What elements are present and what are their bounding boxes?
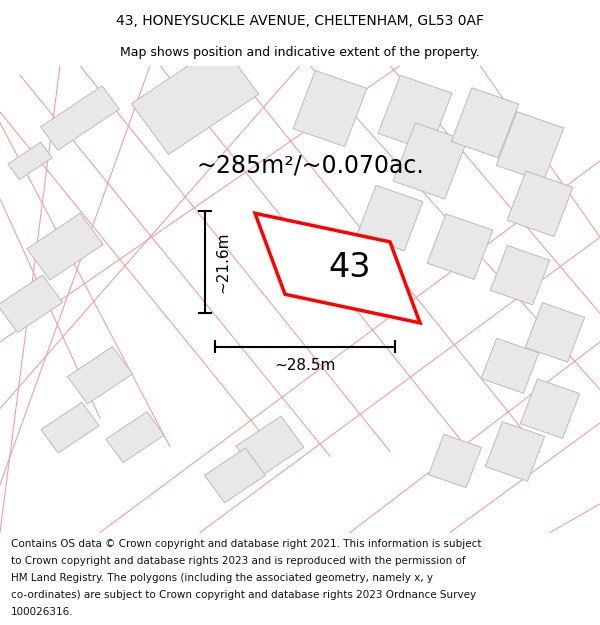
Polygon shape [507,171,573,236]
Text: Map shows position and indicative extent of the property.: Map shows position and indicative extent… [120,46,480,59]
Polygon shape [485,422,545,481]
Polygon shape [427,214,493,279]
Polygon shape [293,71,367,146]
Polygon shape [451,88,519,158]
Polygon shape [481,338,539,393]
Text: co-ordinates) are subject to Crown copyright and database rights 2023 Ordnance S: co-ordinates) are subject to Crown copyr… [11,590,476,600]
Text: 100026316.: 100026316. [11,608,73,618]
Text: 43: 43 [329,251,371,284]
Polygon shape [8,142,52,179]
Polygon shape [0,275,62,332]
Polygon shape [106,412,164,462]
Text: ~28.5m: ~28.5m [274,358,335,373]
Polygon shape [428,434,481,488]
Polygon shape [526,302,584,362]
Polygon shape [357,185,423,251]
Polygon shape [490,246,550,305]
Text: ~21.6m: ~21.6m [215,232,230,293]
Text: HM Land Registry. The polygons (including the associated geometry, namely x, y: HM Land Registry. The polygons (includin… [11,573,433,583]
Polygon shape [496,112,564,182]
Text: Contains OS data © Crown copyright and database right 2021. This information is : Contains OS data © Crown copyright and d… [11,539,481,549]
Polygon shape [393,123,467,199]
Polygon shape [41,86,119,150]
Polygon shape [41,402,99,453]
Polygon shape [255,213,420,323]
Text: 43, HONEYSUCKLE AVENUE, CHELTENHAM, GL53 0AF: 43, HONEYSUCKLE AVENUE, CHELTENHAM, GL53… [116,14,484,28]
Text: to Crown copyright and database rights 2023 and is reproduced with the permissio: to Crown copyright and database rights 2… [11,556,466,566]
Polygon shape [27,213,103,280]
Text: ~285m²/~0.070ac.: ~285m²/~0.070ac. [196,154,424,178]
Polygon shape [236,416,304,478]
Polygon shape [131,44,259,154]
Polygon shape [67,347,133,404]
Polygon shape [205,448,266,503]
Polygon shape [520,379,580,438]
Polygon shape [378,75,452,151]
